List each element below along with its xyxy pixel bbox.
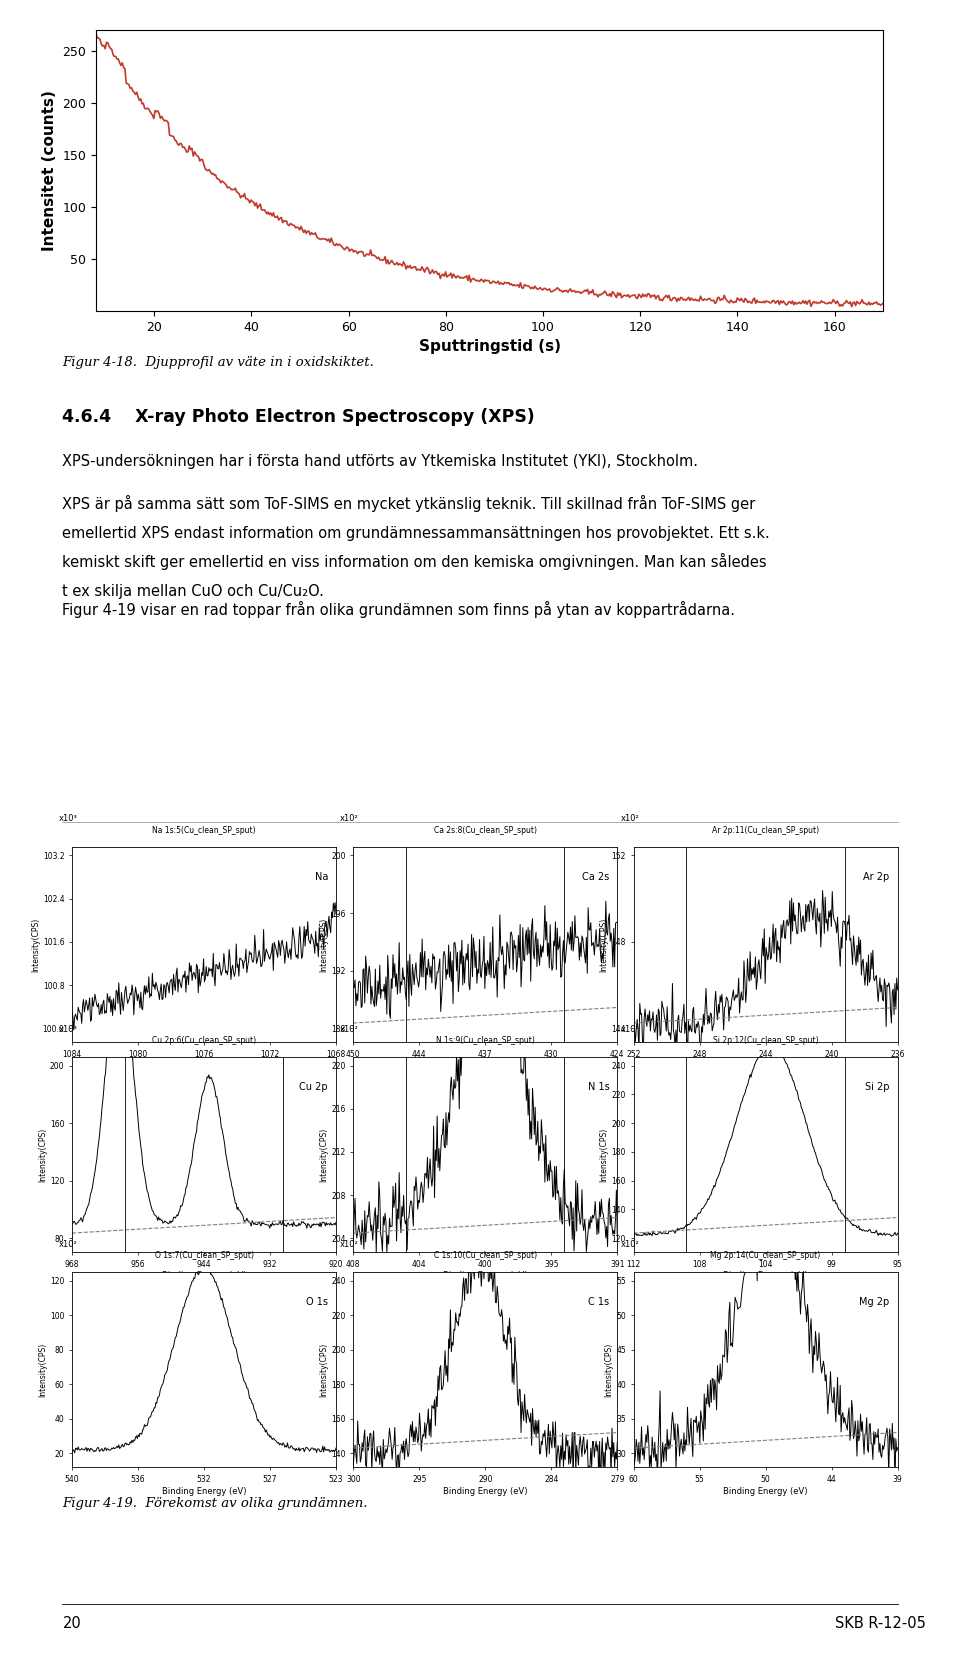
- Text: x10²: x10²: [340, 814, 359, 824]
- Title: Ar 2p:11(Cu_clean_SP_sput): Ar 2p:11(Cu_clean_SP_sput): [712, 825, 819, 835]
- Text: x10²: x10²: [620, 814, 639, 824]
- Text: t ex skilja mellan CuO och Cu/Cu₂O.: t ex skilja mellan CuO och Cu/Cu₂O.: [62, 584, 324, 599]
- Text: x10³: x10³: [59, 1024, 78, 1034]
- Text: x10²: x10²: [340, 1239, 359, 1249]
- Text: Figur 4-19.  Förekomst av olika grundämnen.: Figur 4-19. Förekomst av olika grundämne…: [62, 1497, 368, 1510]
- Text: XPS-undersökningen har i första hand utförts av Ytkemiska Institutet (YKI), Stoc: XPS-undersökningen har i första hand utf…: [62, 455, 698, 470]
- Title: N 1s:9(Cu_clean_SP_sput): N 1s:9(Cu_clean_SP_sput): [436, 1035, 535, 1045]
- Text: Figur 4-19 visar en rad toppar från olika grundämnen som finns på ytan av koppar: Figur 4-19 visar en rad toppar från olik…: [62, 602, 735, 619]
- Y-axis label: Intensity(CPS): Intensity(CPS): [600, 1128, 609, 1181]
- X-axis label: Binding Energy (eV): Binding Energy (eV): [443, 1487, 528, 1495]
- Text: emellertid XPS endast information om grundämnessammansättningen hos provobjektet: emellertid XPS endast information om gru…: [62, 526, 770, 541]
- Title: Cu 2p:6(Cu_clean_SP_sput): Cu 2p:6(Cu_clean_SP_sput): [152, 1035, 256, 1045]
- X-axis label: Binding Energy (eV): Binding Energy (eV): [161, 1272, 247, 1280]
- Title: Si 2p:12(Cu_clean_SP_sput): Si 2p:12(Cu_clean_SP_sput): [712, 1035, 819, 1045]
- Text: C 1s: C 1s: [588, 1297, 610, 1307]
- Title: O 1s:7(Cu_clean_SP_sput): O 1s:7(Cu_clean_SP_sput): [155, 1250, 253, 1260]
- Text: 4.6.4    X-ray Photo Electron Spectroscopy (XPS): 4.6.4 X-ray Photo Electron Spectroscopy …: [62, 409, 535, 425]
- Title: Ca 2s:8(Cu_clean_SP_sput): Ca 2s:8(Cu_clean_SP_sput): [434, 825, 537, 835]
- Text: XPS är på samma sätt som ToF-SIMS en mycket ytkänslig teknik. Till skillnad från: XPS är på samma sätt som ToF-SIMS en myc…: [62, 496, 756, 513]
- X-axis label: Binding Energy (eV): Binding Energy (eV): [723, 1062, 808, 1070]
- Text: Ar 2p: Ar 2p: [863, 872, 890, 882]
- Text: x10²: x10²: [340, 1024, 359, 1034]
- Text: Si 2p: Si 2p: [865, 1082, 890, 1092]
- Text: x10²: x10²: [620, 1239, 639, 1249]
- Text: O 1s: O 1s: [306, 1297, 328, 1307]
- Title: Na 1s:5(Cu_clean_SP_sput): Na 1s:5(Cu_clean_SP_sput): [153, 825, 255, 835]
- Y-axis label: Intensity(CPS): Intensity(CPS): [605, 1343, 613, 1396]
- Text: N 1s: N 1s: [588, 1082, 610, 1092]
- Text: kemiskt skift ger emellertid en viss information om den kemiska omgivningen. Man: kemiskt skift ger emellertid en viss inf…: [62, 554, 767, 571]
- Y-axis label: Intensity(CPS): Intensity(CPS): [31, 918, 39, 971]
- Text: Figur 4-18.  Djupprofil av väte in i oxidskiktet.: Figur 4-18. Djupprofil av väte in i oxid…: [62, 356, 374, 369]
- Text: x10²: x10²: [59, 1239, 78, 1249]
- Text: Mg 2p: Mg 2p: [859, 1297, 890, 1307]
- Title: Mg 2p:14(Cu_clean_SP_sput): Mg 2p:14(Cu_clean_SP_sput): [710, 1250, 821, 1260]
- X-axis label: Binding Energy (eV): Binding Energy (eV): [443, 1272, 528, 1280]
- Y-axis label: Intensity(CPS): Intensity(CPS): [38, 1343, 47, 1396]
- X-axis label: Binding Energy (eV): Binding Energy (eV): [161, 1487, 247, 1495]
- X-axis label: Binding Energy (eV): Binding Energy (eV): [443, 1062, 528, 1070]
- Y-axis label: Intensity(CPS): Intensity(CPS): [320, 1343, 328, 1396]
- Text: x10³: x10³: [59, 814, 78, 824]
- X-axis label: Sputtringstid (s): Sputtringstid (s): [419, 339, 561, 354]
- Y-axis label: Intensity(CPS): Intensity(CPS): [320, 1128, 328, 1181]
- Text: Cu 2p: Cu 2p: [300, 1082, 328, 1092]
- X-axis label: Binding Energy (eV): Binding Energy (eV): [161, 1062, 247, 1070]
- X-axis label: Binding Energy (eV): Binding Energy (eV): [723, 1487, 808, 1495]
- Y-axis label: Intensity(CPS): Intensity(CPS): [600, 918, 609, 971]
- Text: Na: Na: [315, 872, 328, 882]
- Text: SKB R-12-05: SKB R-12-05: [835, 1616, 926, 1631]
- Y-axis label: Intensity(CPS): Intensity(CPS): [38, 1128, 47, 1181]
- Y-axis label: Intensitet (counts): Intensitet (counts): [42, 89, 57, 251]
- Text: 20: 20: [62, 1616, 82, 1631]
- X-axis label: Binding Energy (eV): Binding Energy (eV): [723, 1272, 808, 1280]
- Text: x10²: x10²: [620, 1024, 639, 1034]
- Y-axis label: Intensity(CPS): Intensity(CPS): [320, 918, 328, 971]
- Text: Ca 2s: Ca 2s: [582, 872, 610, 882]
- Title: C 1s:10(Cu_clean_SP_sput): C 1s:10(Cu_clean_SP_sput): [434, 1250, 537, 1260]
